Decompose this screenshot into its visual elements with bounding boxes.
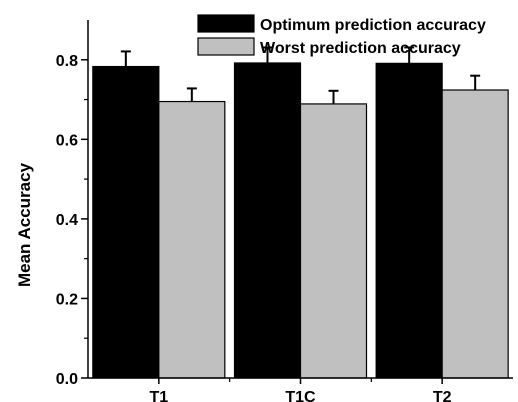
y-tick-label: 0.6 bbox=[56, 132, 78, 149]
bar-t1c-series-1 bbox=[233, 62, 302, 379]
y-axis-title: Mean Accuracy bbox=[15, 162, 34, 287]
x-tick-label-t1c: T1C bbox=[285, 389, 316, 402]
y-tick-label: 0.2 bbox=[56, 291, 78, 308]
y-tick-label: 0.4 bbox=[56, 212, 78, 229]
legend-swatch-series-2 bbox=[197, 37, 255, 56]
plot-area: 0.0 0.2 0.4 0.6 0.8 T1 T1C T2 bbox=[56, 20, 513, 402]
y-tick-label: 0.8 bbox=[56, 53, 78, 70]
legend: Optimum prediction accuracy Worst predict… bbox=[197, 14, 486, 57]
bar-t2-series-2 bbox=[441, 89, 509, 379]
bar-t1-series-1 bbox=[92, 65, 160, 379]
bar-t1-series-2 bbox=[158, 100, 226, 379]
x-tick-label-t2: T2 bbox=[433, 389, 452, 402]
x-tick-label-t1: T1 bbox=[149, 389, 168, 402]
y-tick-label: 0.0 bbox=[56, 371, 78, 388]
bar-t1c-series-2 bbox=[299, 103, 368, 379]
bar-t2-series-1 bbox=[375, 62, 443, 379]
legend-label-series-1: Optimum prediction accuracy bbox=[260, 17, 486, 34]
legend-swatch-series-1 bbox=[197, 14, 255, 33]
legend-label-series-2: Worst prediction accuracy bbox=[260, 40, 461, 57]
